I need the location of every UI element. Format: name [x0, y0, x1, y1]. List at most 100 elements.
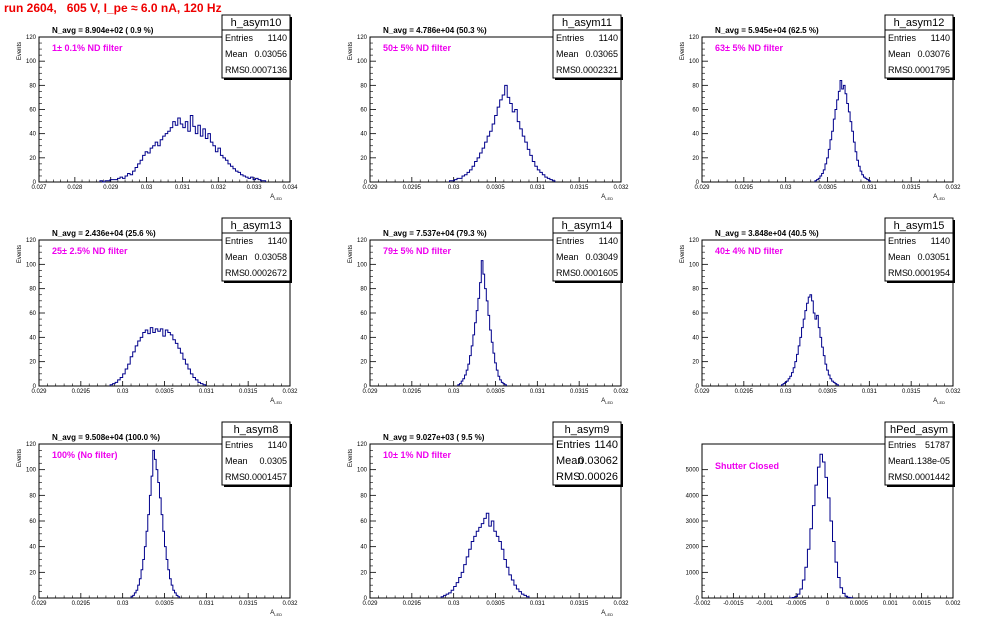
stats-label-entries: Entries	[888, 440, 917, 450]
stats-title: hPed_asym	[890, 424, 948, 436]
x-tick-label: 0.001	[883, 601, 899, 607]
y-tick-label: 40	[360, 132, 367, 138]
x-tick-label: 0.029	[31, 389, 47, 395]
x-tick-label: 0.0295	[403, 389, 422, 395]
stats-label-mean: Mean	[888, 252, 911, 262]
x-tick-label: 0.03	[117, 389, 129, 395]
stats-title: h_asym15	[894, 220, 945, 232]
y-tick-label: 0	[33, 180, 37, 186]
stats-box-shadow	[621, 220, 623, 283]
y-tick-label: 80	[692, 83, 699, 89]
stats-label-entries: Entries	[556, 439, 591, 451]
stats-box-shadow	[953, 424, 955, 487]
x-tick-label: 0.0015	[912, 601, 931, 607]
stats-label-entries: Entries	[888, 33, 917, 43]
y-tick-label: 0	[696, 180, 700, 186]
x-axis-title: ALED	[601, 194, 613, 201]
y-tick-label: 80	[29, 493, 36, 499]
x-tick-label: 0.033	[247, 185, 263, 191]
x-axis-title-subscript: LED	[274, 400, 282, 405]
stats-value-mean: 0.03051	[917, 252, 950, 262]
stats-box-shadow	[621, 17, 623, 80]
x-tick-label: 0.0305	[155, 389, 174, 395]
stats-label-mean: Mean	[225, 49, 248, 59]
stats-label-rms: RMS	[225, 472, 245, 482]
x-tick-label: -0.0005	[786, 601, 807, 607]
y-axis-title: Events	[680, 42, 686, 60]
stats-label-mean: Mean	[225, 252, 248, 262]
y-tick-label: 80	[360, 83, 367, 89]
stats-value-mean: 0.0305	[259, 456, 287, 466]
x-tick-label: 0.032	[613, 185, 629, 191]
x-tick-label: 0.0305	[486, 389, 505, 395]
filter-label: 25± 2.5% ND filter	[52, 246, 128, 256]
y-tick-label: 40	[692, 335, 699, 341]
histogram-trace-hPed_asym	[789, 453, 854, 599]
y-tick-label: 80	[360, 493, 367, 499]
stats-title: h_asym11	[562, 17, 612, 29]
y-tick-label: 2000	[686, 545, 700, 551]
x-tick-label: 0.032	[282, 601, 298, 607]
y-tick-label: 100	[357, 59, 368, 65]
y-tick-label: 120	[357, 238, 368, 244]
stats-value-mean: 0.03049	[585, 252, 618, 262]
stats-value-mean: 0.03058	[254, 252, 287, 262]
histogram-trace-h_asym10	[99, 115, 267, 183]
y-tick-label: 60	[360, 311, 367, 317]
x-tick-label: 0.0295	[72, 601, 91, 607]
x-tick-label: 0.031	[862, 389, 878, 395]
y-tick-label: 40	[29, 335, 36, 341]
stats-box	[221, 14, 291, 79]
stats-value-mean: 0.03056	[254, 49, 287, 59]
stats-title: h_asym12	[894, 17, 945, 29]
x-tick-label: 0.027	[31, 185, 47, 191]
stats-label-mean: Mean	[556, 252, 579, 262]
y-tick-label: 120	[357, 442, 368, 448]
histogram-panel-h_asym11: 0 20 40 60 80 100 120 0.029 0.0295 0.03 0.0305 0.03…	[348, 14, 629, 201]
x-tick-label: 0.029	[362, 185, 378, 191]
x-tick-label: 0.03	[448, 389, 460, 395]
stats-box-shadow	[555, 485, 623, 487]
x-tick-label: 0.031	[530, 185, 546, 191]
y-tick-label: 120	[26, 35, 37, 41]
stats-label-mean: Mean	[225, 456, 248, 466]
n-avg-label: N_avg = 2.436e+04 (25.6 %)	[52, 229, 156, 238]
page-title: run 2604, 605 V, I_pe ≈ 6.0 nA, 120 Hz	[4, 1, 222, 15]
y-axis-title: Events	[348, 245, 354, 263]
n-avg-label: N_avg = 7.537e+04 (79.3 %)	[383, 229, 487, 238]
x-axis-title: ALED	[933, 398, 945, 405]
y-tick-label: 0	[33, 384, 37, 390]
histogram-panel-h_asym14: 0 20 40 60 80 100 120 0.029 0.0295 0.03 0.0305 0.03…	[348, 217, 629, 405]
stats-value-entries: 1140	[931, 33, 950, 43]
stats-box-shadow	[953, 220, 955, 283]
x-tick-label: 0.0305	[818, 185, 837, 191]
y-tick-label: 120	[689, 238, 700, 244]
x-tick-label: 0.0005	[850, 601, 869, 607]
n-avg-label: N_avg = 8.904e+02 ( 0.9 %)	[52, 26, 154, 35]
n-avg-label: N_avg = 9.508e+04 (100.0 %)	[52, 433, 160, 442]
y-axis-title: Events	[348, 449, 354, 467]
stats-title: h_asym10	[231, 17, 282, 29]
x-tick-label: 0.031	[530, 601, 546, 607]
stats-value-rms: 0.0007136	[244, 65, 287, 75]
x-tick-label: 0.0295	[403, 185, 422, 191]
x-tick-label: 0.031	[199, 601, 215, 607]
filter-label: Shutter Closed	[715, 461, 779, 471]
y-tick-label: 0	[33, 596, 37, 602]
stats-label-entries: Entries	[225, 236, 254, 246]
stats-box	[552, 217, 622, 282]
x-axis-title: ALED	[601, 398, 613, 405]
stats-label-rms: RMS	[556, 65, 576, 75]
x-tick-label: 0	[826, 601, 830, 607]
stats-box-shadow	[224, 485, 292, 487]
stats-value-mean: 0.03062	[578, 455, 618, 467]
y-tick-label: 80	[360, 287, 367, 293]
stats-title: h_asym8	[234, 424, 279, 436]
x-tick-label: 0.0315	[570, 601, 589, 607]
x-axis-title-subscript: LED	[605, 196, 613, 201]
stats-box-shadow	[887, 281, 955, 283]
x-axis-title: ALED	[270, 610, 282, 617]
x-axis-title-subscript: LED	[937, 196, 945, 201]
stats-box-shadow	[224, 78, 292, 80]
y-axis-title: Events	[17, 245, 23, 263]
